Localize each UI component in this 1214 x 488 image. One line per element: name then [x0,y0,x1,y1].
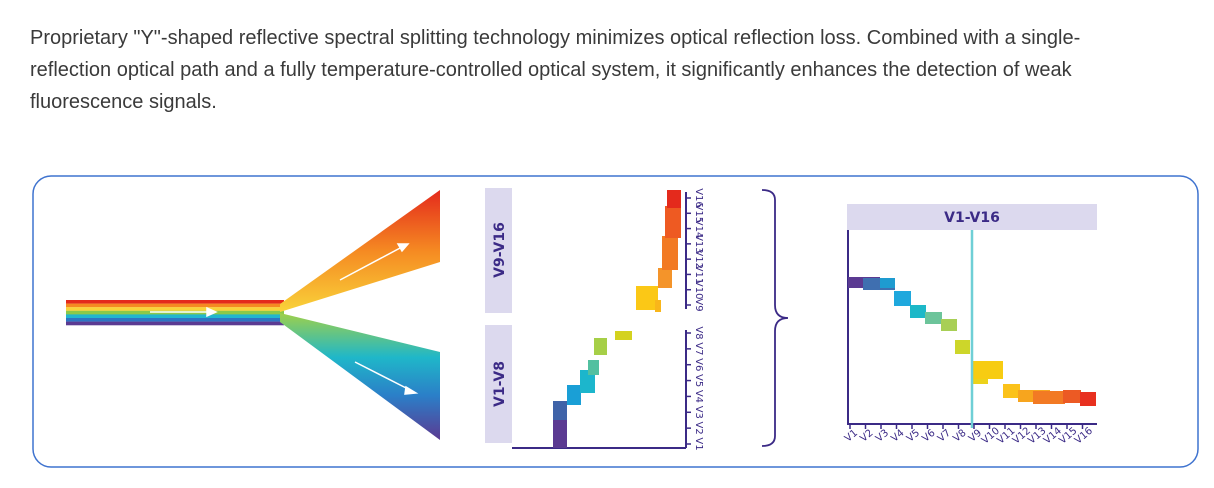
tick-label: V15 [693,203,704,223]
bar [662,236,678,270]
bar [955,340,970,354]
tick-label: V10 [693,280,704,300]
bar [925,312,942,324]
y-splitter [66,190,440,440]
bar [594,338,607,355]
tick-label: V8 [693,326,704,339]
figure-frame [32,175,1199,468]
beam-stripe [66,300,284,304]
bar [553,401,567,420]
combined-chart-bars [848,277,1096,406]
combined-label-bg [847,204,1097,230]
tick-label: V3 [693,406,704,419]
tick-label: V9 [693,298,704,311]
tick-label: V6 [693,358,704,371]
brace-icon [761,189,789,447]
bar [1003,384,1020,398]
tick-label: V4 [693,390,704,403]
bar [1080,392,1096,406]
beam-stripe [66,307,284,311]
tick-label: V14 [693,219,704,239]
combined-chart: V1-V16 V1V2V3V4V5V6V7V8V9V10V11V12V13V14… [843,204,1097,447]
beam-stripe [66,321,284,326]
tick-label: V5 [693,374,704,387]
bar [658,268,672,288]
bar [665,206,681,238]
intro-paragraph: Proprietary "Y"-shaped reflective spectr… [30,27,1081,113]
beam-stripe [66,314,284,319]
lower-label-bg [485,325,512,443]
bar [894,291,911,306]
bar [941,319,957,331]
bar [636,286,658,310]
bar [1033,391,1065,404]
tick-label: V2 [693,422,704,435]
bar [615,331,632,340]
upper-label-bg [485,188,512,313]
bar [553,417,567,448]
lower-label: V1-V8 [492,361,508,407]
bar [667,190,681,208]
beam-stripe [66,303,284,308]
tick-label: V12 [693,249,704,269]
bar [973,361,1003,379]
combined-label: V1-V16 [944,210,1000,226]
tick-label: V1 [693,437,704,450]
tick-label: V16 [1073,426,1095,447]
beam-stripe [66,318,284,322]
tick-label: V11 [693,265,704,285]
bar [880,278,895,288]
bar [588,360,599,375]
bar [655,300,661,312]
tick-label: V13 [693,234,704,254]
bar [580,370,595,393]
bar [567,385,581,405]
bar [1063,390,1081,403]
upper-label: V9-V16 [492,222,508,278]
arrow-icon [150,243,419,395]
tick-label: V16 [693,188,704,208]
split-chart-bars [553,190,681,448]
long-wave-cone [280,190,440,312]
short-wave-cone [280,313,440,440]
bar [910,305,926,318]
tick-label: V7 [693,342,704,355]
